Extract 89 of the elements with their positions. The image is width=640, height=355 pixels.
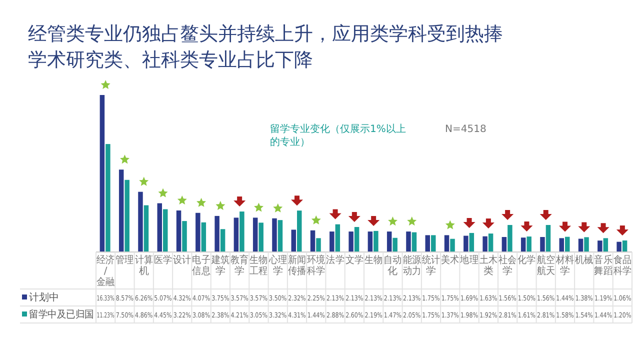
bar [278,220,283,252]
annotation: 留学专业变化（仅展示1%以上的专业） [270,123,406,148]
bar [450,238,455,252]
x-tick-label: 新闻传播 [288,254,308,277]
bar [444,235,450,252]
x-tick-label: 音乐舞蹈 [594,254,614,277]
x-tick-label: 文学 [345,254,366,266]
bar [201,222,206,252]
bar [598,240,602,252]
bar [469,232,474,252]
x-tick-label: 心理学 [268,254,289,277]
bar [368,232,373,252]
x-tick-label: 电子信息 [192,254,212,277]
bar [335,224,340,252]
bar [559,238,564,252]
bar [482,236,488,252]
bar [220,229,226,252]
bar [176,210,182,252]
x-tick-label: 土木类 [479,254,500,277]
bar [182,221,187,252]
bar [584,237,589,252]
bar [118,170,124,252]
bar [392,238,398,252]
bar [316,238,321,252]
x-tick-label: 社会学 [498,254,518,277]
x-tick-label: 生物 [364,254,384,266]
chart-title: 经管类专业仍独占鳌头并持续上升，应用类学科受到热捧 [28,23,503,45]
bar [291,230,296,252]
bar [214,216,220,252]
bar [520,238,526,252]
bar [106,144,110,252]
bar [272,218,277,252]
bar [163,209,168,252]
bar [234,218,239,252]
bar [330,232,334,252]
bar [526,236,532,252]
bar [124,180,130,252]
x-tick-label: 能源动力 [402,254,423,277]
chart-subtitle: 学术研究类、社科类专业占比下降 [28,49,313,71]
x-tick-label: 统计学 [422,254,442,277]
x-tick-label: 法学 [326,254,346,266]
bar [348,232,354,252]
x-tick-label: 计算机 [134,254,155,277]
x-tick-label: 地理 [459,254,480,266]
x-tick-label: 医学 [154,254,174,266]
x-tick-label: 食品科学 [613,254,634,277]
bar [431,235,436,252]
bar [616,242,622,252]
x-tick-label: 化学 [518,254,538,266]
x-tick-label: 材料学 [555,254,576,277]
bar [622,240,628,252]
bar [425,235,430,252]
bar [578,238,584,252]
bar [374,230,378,252]
bar [138,192,143,252]
bar [502,237,507,252]
x-tick-label: 自动化 [384,254,404,277]
bar [406,232,411,252]
bar [252,218,258,252]
bar [603,238,608,252]
bar [157,203,162,252]
x-tick-label: 经济/金融 [96,254,116,288]
x-tick-label: 美术 [441,254,462,266]
x-tick-label: 机械 [575,254,596,266]
bar [258,222,264,252]
x-tick-label: 生物工程 [250,254,270,277]
x-tick-label: 设计 [173,254,194,266]
bar [310,230,316,252]
x-tick-label: 环境科学 [307,254,328,277]
annotation: N=4518 [445,124,486,135]
bar [546,224,551,252]
x-tick-label: 教育学 [230,254,250,277]
bar [144,205,149,252]
x-tick-label: 建筑学 [210,254,232,277]
x-tick-label: 管理 [116,255,136,266]
bar [354,227,360,252]
bar [508,224,512,252]
bar [386,232,392,252]
bar [100,95,105,252]
bar [412,232,417,252]
bar [240,212,244,252]
bar [488,234,494,252]
bar [297,210,302,252]
x-tick-label: 航空航天 [536,254,557,277]
legend-label: 计划中 [29,292,59,304]
bar [464,236,468,252]
bar [565,236,570,252]
bar [540,237,545,252]
bar [196,212,200,252]
